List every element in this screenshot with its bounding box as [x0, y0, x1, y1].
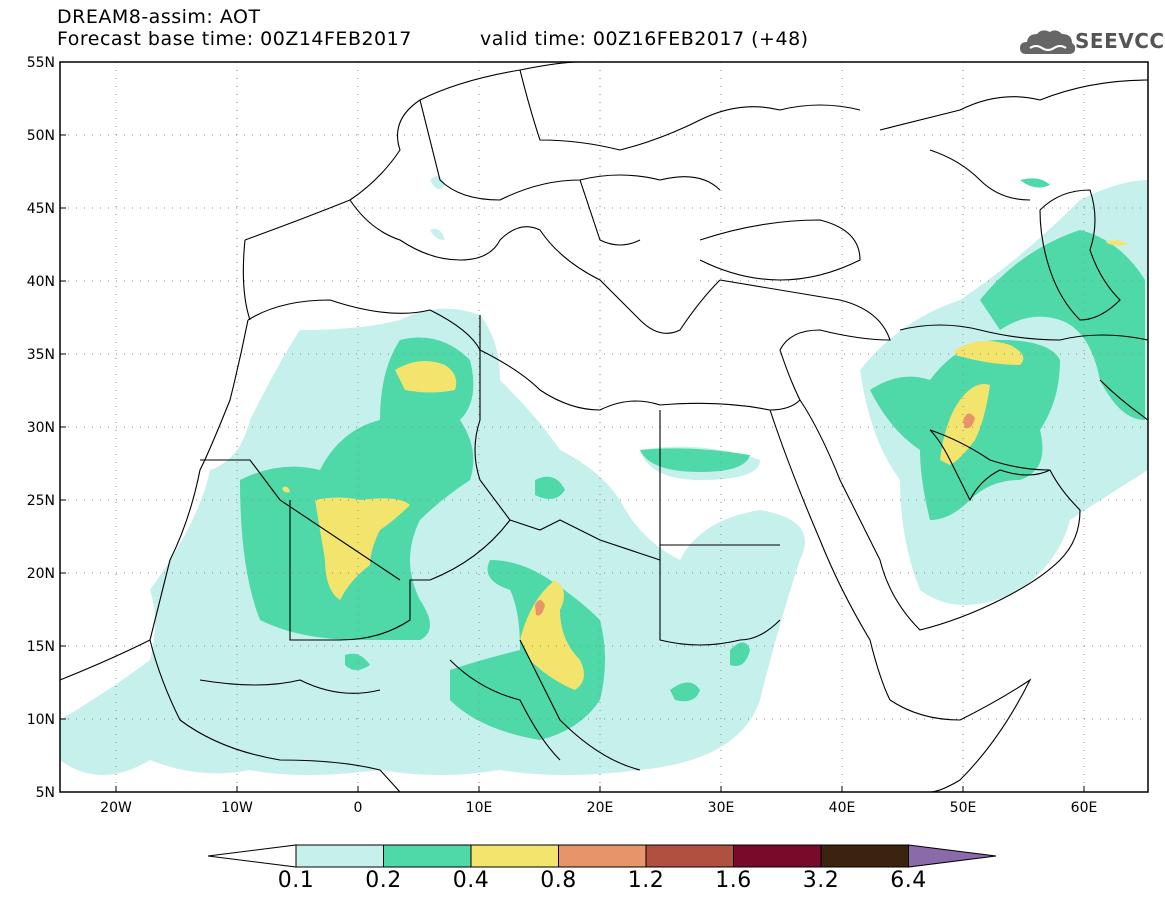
lat-label: 40N — [27, 274, 55, 290]
lat-labels: 55N 50N 45N 40N 35N 30N 25N 20N 15N 10N … — [27, 55, 55, 801]
colorbar-label: 1.2 — [627, 868, 665, 893]
map-header: DREAM8-assim: AOT Forecast base time: 00… — [57, 6, 412, 50]
colorbar-high-arrow — [908, 844, 997, 868]
lon-label: 10W — [221, 800, 253, 816]
lat-label: 5N — [36, 785, 55, 801]
logo-text: SEEVCCC — [1075, 29, 1165, 53]
colorbar-label: 0.8 — [540, 868, 577, 893]
lat-label: 45N — [27, 201, 55, 217]
lon-label: 30E — [708, 800, 735, 816]
lat-label: 30N — [27, 420, 55, 436]
lon-label: 60E — [1071, 800, 1098, 816]
colorbar-label: 0.1 — [277, 868, 315, 893]
colorbar-label: 3.2 — [802, 868, 840, 893]
colorbar-swatch — [820, 844, 909, 868]
colorbar-swatch — [383, 844, 472, 868]
lon-label: 50E — [950, 800, 977, 816]
lat-label: 55N — [27, 55, 55, 71]
lon-label: 20W — [100, 800, 132, 816]
lat-label: 50N — [27, 128, 55, 144]
colorbar-label: 0.2 — [365, 868, 402, 893]
lat-label: 35N — [27, 347, 55, 363]
lon-label: 0 — [354, 800, 363, 816]
valid-time: valid time: 00Z16FEB2017 (+48) — [480, 28, 809, 50]
lat-label: 10N — [27, 712, 55, 728]
colorbar — [207, 844, 997, 868]
tick-marks — [60, 61, 1085, 792]
lon-label: 10E — [466, 800, 493, 816]
lat-label: 25N — [27, 493, 55, 509]
colorbar-swatch — [295, 844, 384, 868]
aot-contours — [60, 176, 1148, 775]
map-title: DREAM8-assim: AOT — [57, 6, 261, 28]
lat-label: 20N — [27, 566, 55, 582]
colorbar-label: 6.4 — [890, 868, 927, 893]
lon-labels: 20W 10W 0 10E 20E 30E 40E 50E 60E — [100, 800, 1097, 816]
colorbar-label: 0.4 — [452, 868, 490, 893]
colorbar-labels: 0.1 0.2 0.4 0.8 1.2 1.6 3.2 6.4 — [0, 868, 1165, 898]
coastlines-borders — [60, 62, 1148, 792]
forecast-base-time: Forecast base time: 00Z14FEB2017 — [57, 28, 412, 50]
colorbar-low-arrow — [207, 844, 297, 868]
cloud-icon — [1020, 30, 1076, 54]
lat-label: 15N — [27, 639, 55, 655]
lon-label: 40E — [829, 800, 856, 816]
colorbar-swatch — [733, 844, 822, 868]
graticule — [60, 62, 1148, 792]
colorbar-label: 1.6 — [715, 868, 752, 893]
colorbar-swatch — [558, 844, 647, 868]
lon-label: 20E — [587, 800, 614, 816]
colorbar-swatch — [645, 844, 734, 868]
colorbar-swatch — [470, 844, 559, 868]
